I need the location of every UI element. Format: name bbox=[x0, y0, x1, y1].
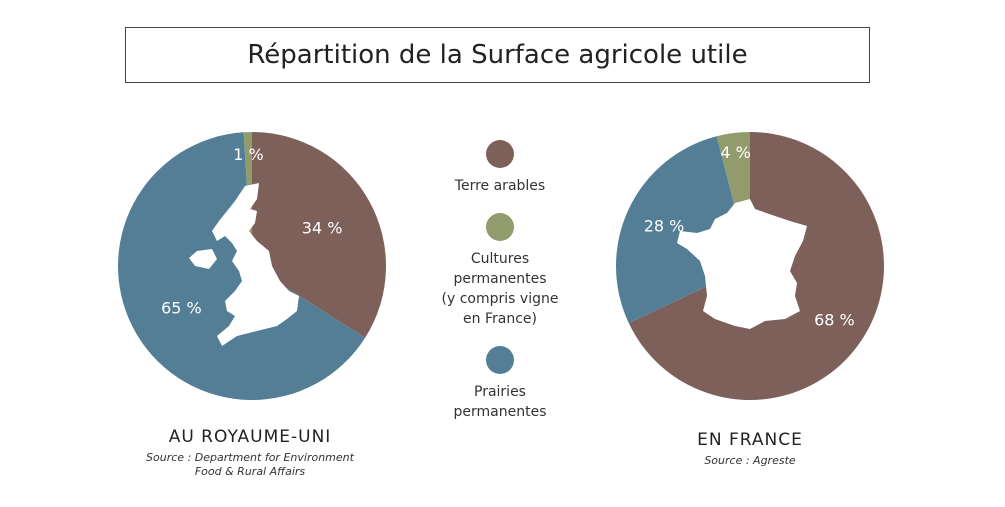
legend-item-prairies-permanentes: Prairies permanentes bbox=[420, 346, 580, 422]
legend-item-terre-arables: Terre arables bbox=[420, 140, 580, 196]
france-map-icon bbox=[677, 199, 807, 329]
pie-label-cultures-permanentes: 1 % bbox=[233, 145, 263, 164]
legend-label-cultures-line4: en France) bbox=[463, 311, 537, 327]
fr-caption-source: Source : Agreste bbox=[704, 454, 796, 467]
chart-title: Répartition de la Surface agricole utile bbox=[125, 27, 870, 83]
legend-label-terre-arables: Terre arables bbox=[454, 178, 546, 194]
pie-label-terre-arables: 68 % bbox=[814, 311, 855, 330]
pie-label-cultures-permanentes: 4 % bbox=[720, 143, 750, 162]
legend-label-cultures-line1: Cultures bbox=[470, 251, 530, 267]
legend-label-prairies-line2: permanentes bbox=[453, 404, 547, 420]
legend-label-prairies-line1: Prairies bbox=[474, 384, 526, 400]
legend: Terre arables Cultures permanentes (y co… bbox=[420, 140, 580, 422]
legend-item-cultures-permanentes: Cultures permanentes (y compris vigne en… bbox=[420, 213, 580, 329]
france-pie-chart: 68 % 28 % 4 % bbox=[616, 132, 884, 401]
uk-caption: AU ROYAUME-UNI Source : Department for E… bbox=[130, 427, 370, 479]
swatch-terre-arables bbox=[486, 140, 514, 168]
uk-caption-source-line1: Source : Department for Environment bbox=[146, 451, 354, 464]
pie-slice-terre-arables bbox=[252, 132, 386, 338]
uk-map-icon bbox=[189, 183, 299, 346]
uk-pie-chart: 34 % 65 % 1 % bbox=[117, 132, 386, 401]
pie-label-terre-arables: 34 % bbox=[302, 218, 343, 237]
uk-caption-source-line2: Food & Rural Affairs bbox=[194, 465, 306, 478]
swatch-cultures-permanentes bbox=[486, 213, 514, 241]
legend-label-cultures-line2: permanentes bbox=[453, 271, 547, 287]
fr-caption-title: EN FRANCE bbox=[697, 430, 803, 450]
fr-caption: EN FRANCE Source : Agreste bbox=[630, 430, 870, 468]
uk-caption-title: AU ROYAUME-UNI bbox=[168, 427, 332, 447]
legend-label-cultures-line3: (y compris vigne bbox=[441, 291, 559, 307]
pie-label-prairies-permanentes: 28 % bbox=[644, 217, 685, 236]
pie-label-prairies-permanentes: 65 % bbox=[161, 299, 202, 318]
swatch-prairies-permanentes bbox=[486, 346, 514, 374]
